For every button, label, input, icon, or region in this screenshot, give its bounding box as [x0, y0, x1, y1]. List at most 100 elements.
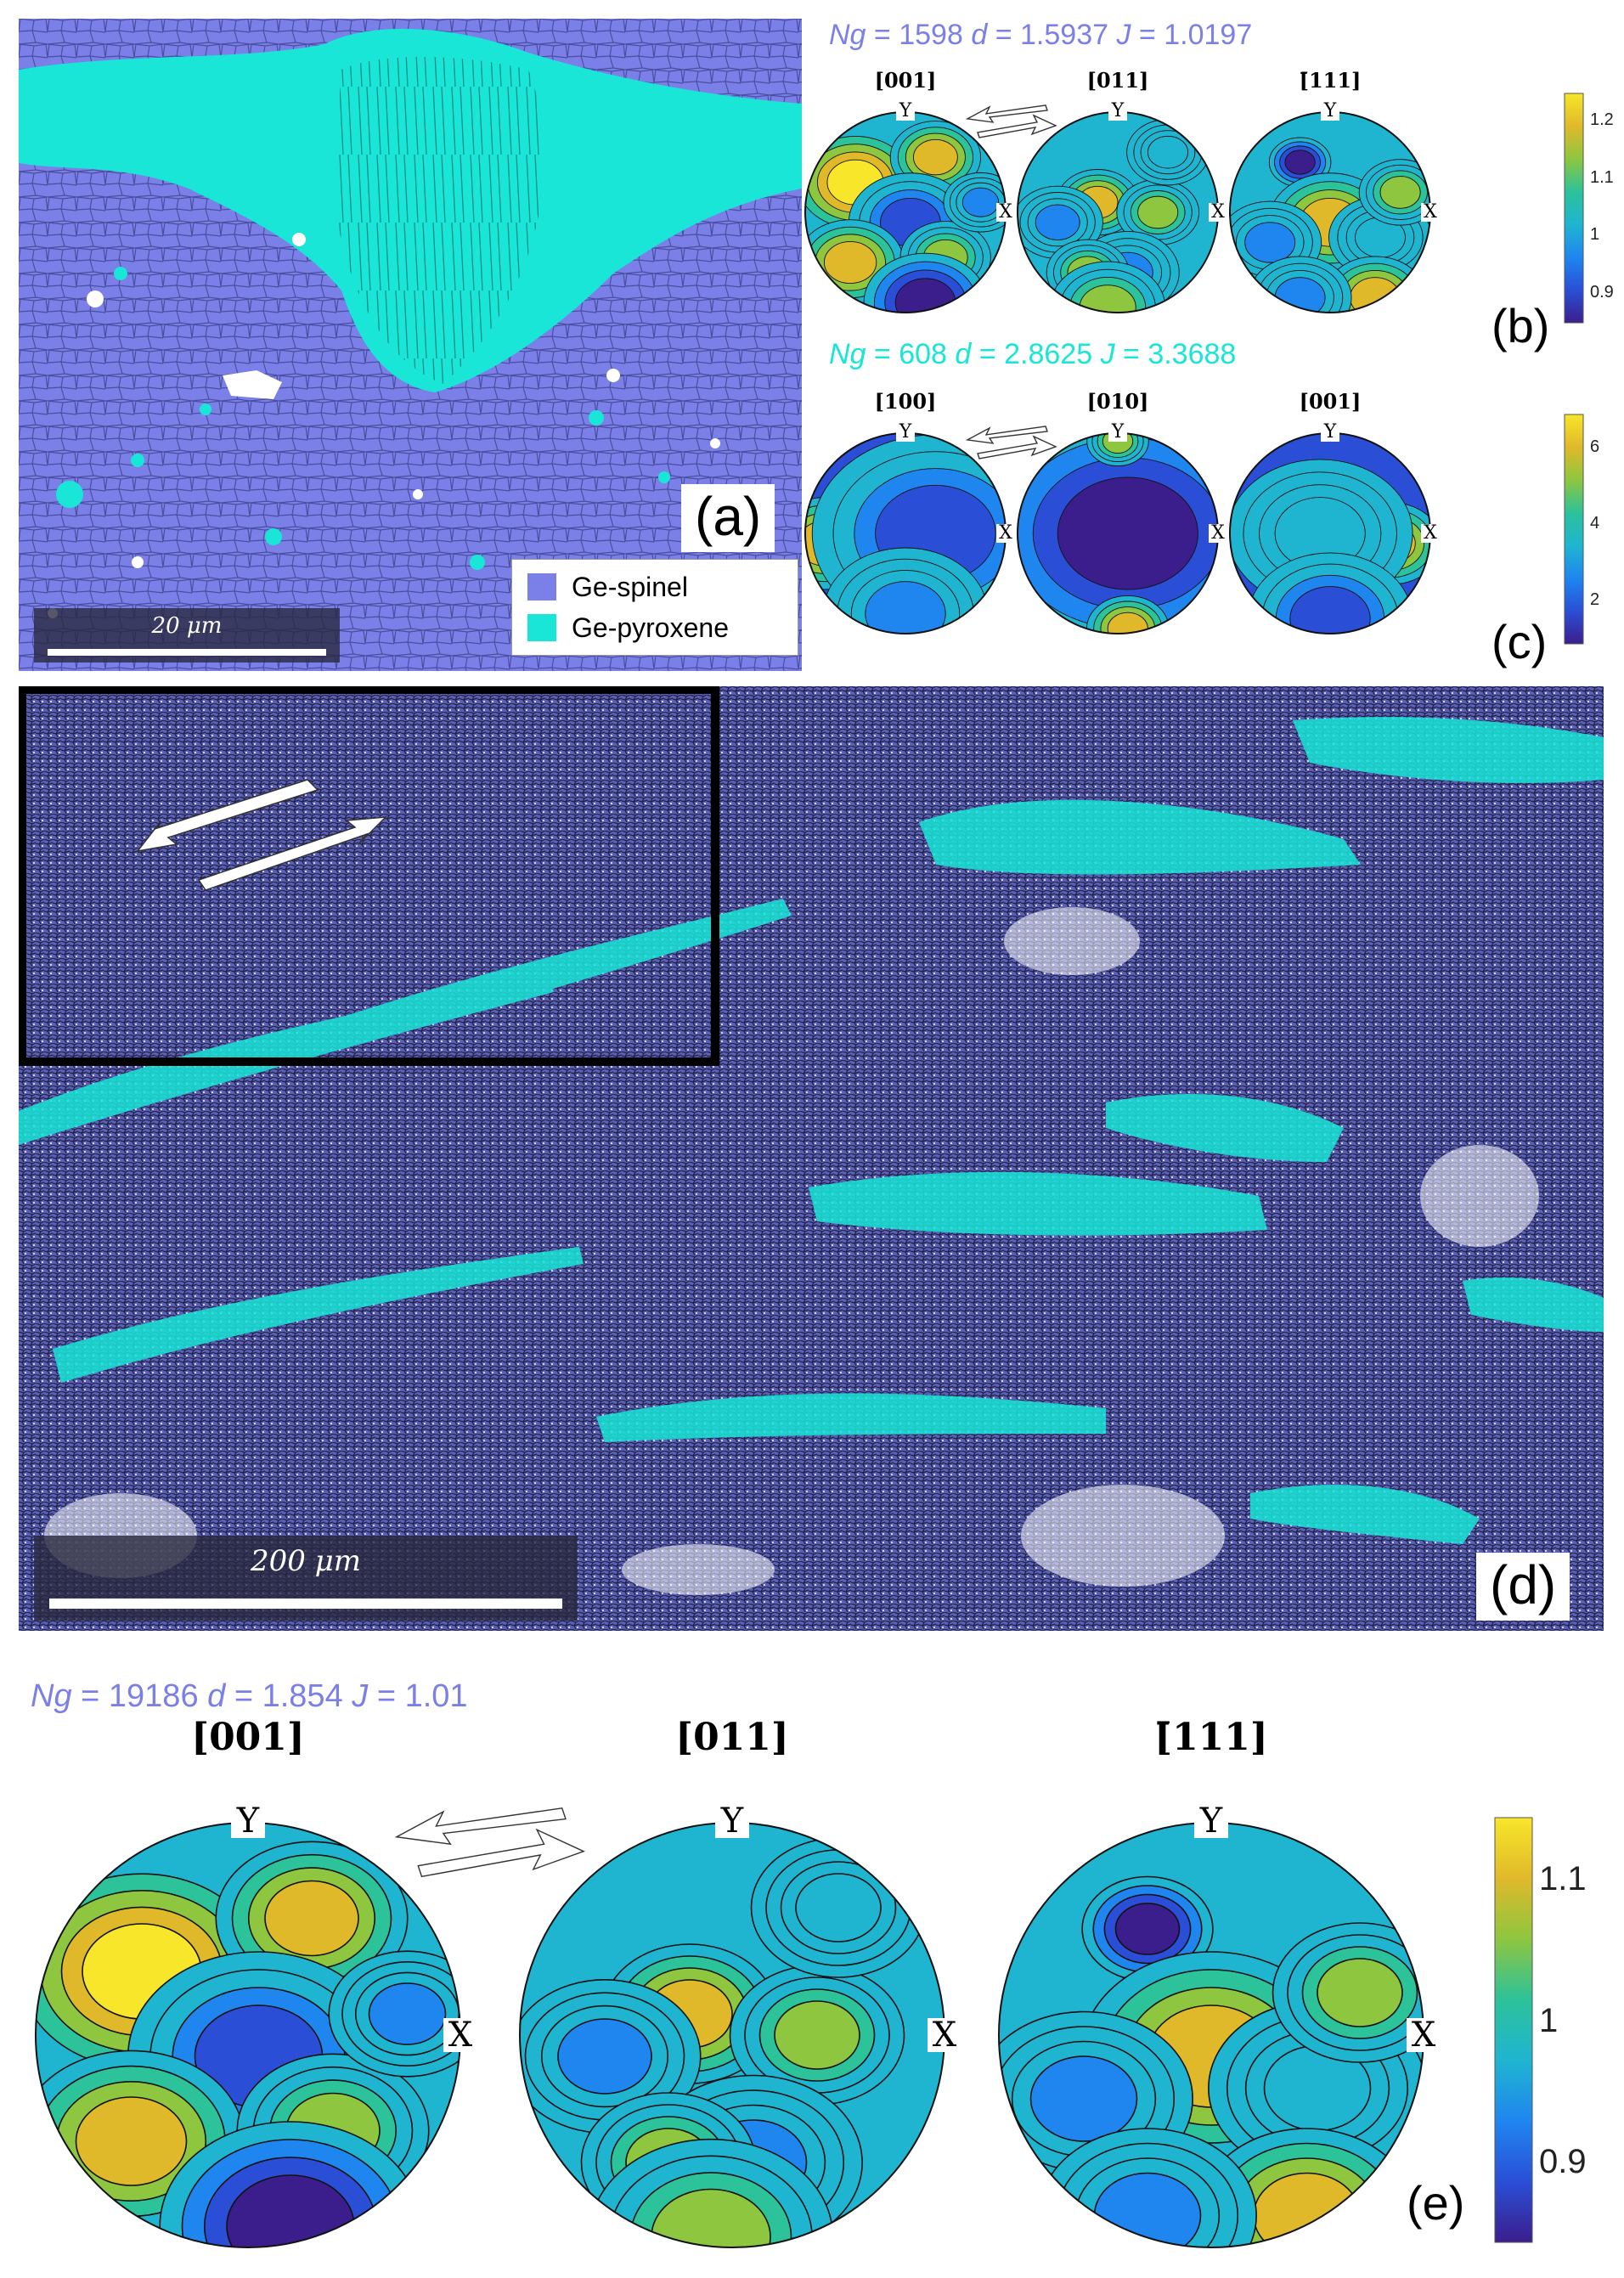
pole-figure-e-2 [520, 1823, 945, 2247]
legend-label-spinel: Ge-spinel [572, 571, 688, 602]
colorbar-tick-c-3: 2 [1590, 590, 1600, 609]
inset-region-box [19, 686, 719, 1066]
axis-x-tag-b-1: X [996, 203, 1015, 222]
panel-label-e: (e) [1393, 2174, 1479, 2236]
colorbar-tick-c-2: 4 [1590, 514, 1600, 533]
stat-eq-c1: = [873, 338, 891, 370]
stat-ng-b: 1598 [899, 19, 963, 51]
stat-d-key-e: d [207, 1678, 226, 1714]
stat-j-key-b: J [1116, 19, 1131, 51]
stat-j-key-e: J [352, 1678, 369, 1714]
stat-d-c: 2.8625 [1004, 338, 1093, 370]
stat-ng-e: 19186 [108, 1678, 199, 1714]
colorbar-tick-e-1: 1.1 [1539, 1860, 1587, 1897]
axis-y-tag-e-1: Y [231, 1804, 265, 1838]
pole-figure-e-3 [999, 1823, 1424, 2247]
stat-d-b: 1.5937 [1020, 19, 1109, 51]
axis-x-tag-c-2: X [1209, 524, 1227, 543]
stat-eq-b1: = [873, 19, 891, 51]
stat-eq-e3: = [376, 1678, 397, 1714]
pole-figures-b: [001] Y X [011] Y X [̄111] Y X 1.2 1.1 1 0.9 (b) [804, 59, 1622, 358]
pole-figure-title-b-3: [̄111] [1299, 68, 1362, 93]
pole-figure-title-e-2: [011] [675, 1716, 789, 1759]
pole-figure-title-c-2: [010] [1086, 389, 1149, 414]
colorbar-tick-c-1: 6 [1590, 437, 1600, 456]
panel-label-a: (a) [681, 484, 775, 552]
pole-figure-c-1 [805, 433, 1006, 634]
panel-label-b: (b) [1478, 297, 1564, 358]
stat-j-b: 1.0197 [1164, 19, 1253, 51]
pole-figure-b-3 [1230, 112, 1430, 313]
legend-item-pyroxene: Ge-pyroxene [527, 607, 782, 648]
stat-j-e: 1.01 [404, 1678, 468, 1714]
stat-eq-c3: = [1123, 338, 1140, 370]
pole-figure-title-c-1: [100] [874, 389, 937, 414]
stat-eq-b3: = [1138, 19, 1156, 51]
panel-label-d: (d) [1476, 1553, 1570, 1621]
shear-arrows-c [965, 426, 1057, 460]
axis-x-tag-e-1: X [443, 2018, 477, 2052]
colorbar-c [1564, 414, 1584, 645]
stat-eq-e2: = [234, 1678, 254, 1714]
scale-line-a [48, 649, 326, 656]
colorbar-tick-b-2: 1.1 [1590, 167, 1614, 187]
pole-figure-b-2 [1018, 112, 1218, 313]
pole-figure-title-b-2: [011] [1086, 68, 1149, 93]
stat-ng-key-e: Ng [31, 1678, 72, 1714]
phase-legend: Ge-spinel Ge-pyroxene [511, 559, 798, 656]
stat-j-key-c: J [1100, 338, 1115, 370]
axis-x-tag-c-3: X [1421, 524, 1440, 543]
stat-ng-key-b: Ng [829, 19, 866, 51]
pole-figure-c-2 [1018, 433, 1218, 634]
axis-y-tag-c-3: Y [1321, 422, 1339, 442]
stat-eq-e1: = [81, 1678, 100, 1714]
colorbar-e [1494, 1817, 1533, 2243]
scale-bar-d: 200 μm [34, 1536, 578, 1621]
pole-figure-svg-c [804, 414, 1584, 645]
axis-y-tag-b-2: Y [1108, 101, 1127, 121]
pole-figures-e: [001] Y X [011] Y X [̄111] Y X 1.1 1 0.9 (e) [17, 1716, 1614, 2268]
phase-map-a-texture [19, 19, 802, 671]
stat-ng-c: 608 [899, 338, 947, 370]
panel-a-phase-map: (a) Ge-spinel Ge-pyroxene 20 μm [19, 19, 802, 671]
stat-j-c: 3.3688 [1148, 338, 1237, 370]
axis-x-tag-c-1: X [996, 524, 1015, 543]
colorbar-b [1564, 93, 1584, 324]
colorbar-tick-e-2: 1 [1539, 2001, 1559, 2039]
scale-bar-a: 20 μm [34, 608, 340, 663]
colorbar-tick-b-4: 0.9 [1590, 282, 1614, 302]
stats-e: Ng = 19186 d = 1.854 J = 1.01 [31, 1678, 468, 1715]
pole-figure-title-b-1: [001] [874, 68, 937, 93]
legend-item-spinel: Ge-spinel [527, 567, 782, 607]
pole-figure-svg-b [804, 93, 1584, 324]
axis-y-tag-e-3: Y [1194, 1804, 1228, 1838]
pole-figure-title-e-3: [̄111] [1154, 1716, 1268, 1759]
panel-label-c: (c) [1478, 613, 1561, 674]
stat-eq-b2: = [995, 19, 1012, 51]
stat-d-e: 1.854 [262, 1678, 343, 1714]
axis-y-tag-c-2: Y [1108, 422, 1127, 442]
pole-figure-svg-e [35, 1807, 1533, 2248]
pole-figure-c-3 [1230, 433, 1430, 634]
colorbar-tick-e-3: 0.9 [1539, 2143, 1587, 2181]
stat-d-key-c: d [955, 338, 972, 370]
scale-text-d: 200 μm [250, 1544, 362, 1578]
pole-figure-b-1 [805, 112, 1006, 313]
legend-swatch-spinel [527, 573, 556, 601]
stats-c: Ng = 608 d = 2.8625 J = 3.3688 [829, 338, 1236, 371]
scale-line-d [49, 1599, 562, 1609]
scale-text-a: 20 μm [151, 613, 223, 639]
legend-label-pyroxene: Ge-pyroxene [572, 612, 729, 643]
pole-figures-c: [100] Y X [010] Y X [001] Y X 6 4 2 (c) [804, 381, 1622, 678]
shear-arrows-e [394, 1807, 586, 1878]
phase-map-d-texture [19, 686, 1604, 1631]
axis-x-tag-e-3: X [1407, 2018, 1441, 2052]
pole-figure-e-1 [36, 1823, 460, 2247]
stat-eq-c2: = [978, 338, 996, 370]
axis-y-tag-b-3: Y [1321, 101, 1339, 121]
colorbar-tick-b-3: 1 [1590, 225, 1600, 245]
axis-y-tag-c-1: Y [896, 422, 915, 442]
stats-b: Ng = 1598 d = 1.5937 J = 1.0197 [829, 19, 1252, 52]
pole-figure-title-e-1: [001] [191, 1716, 305, 1759]
axis-y-tag-e-2: Y [715, 1804, 749, 1838]
